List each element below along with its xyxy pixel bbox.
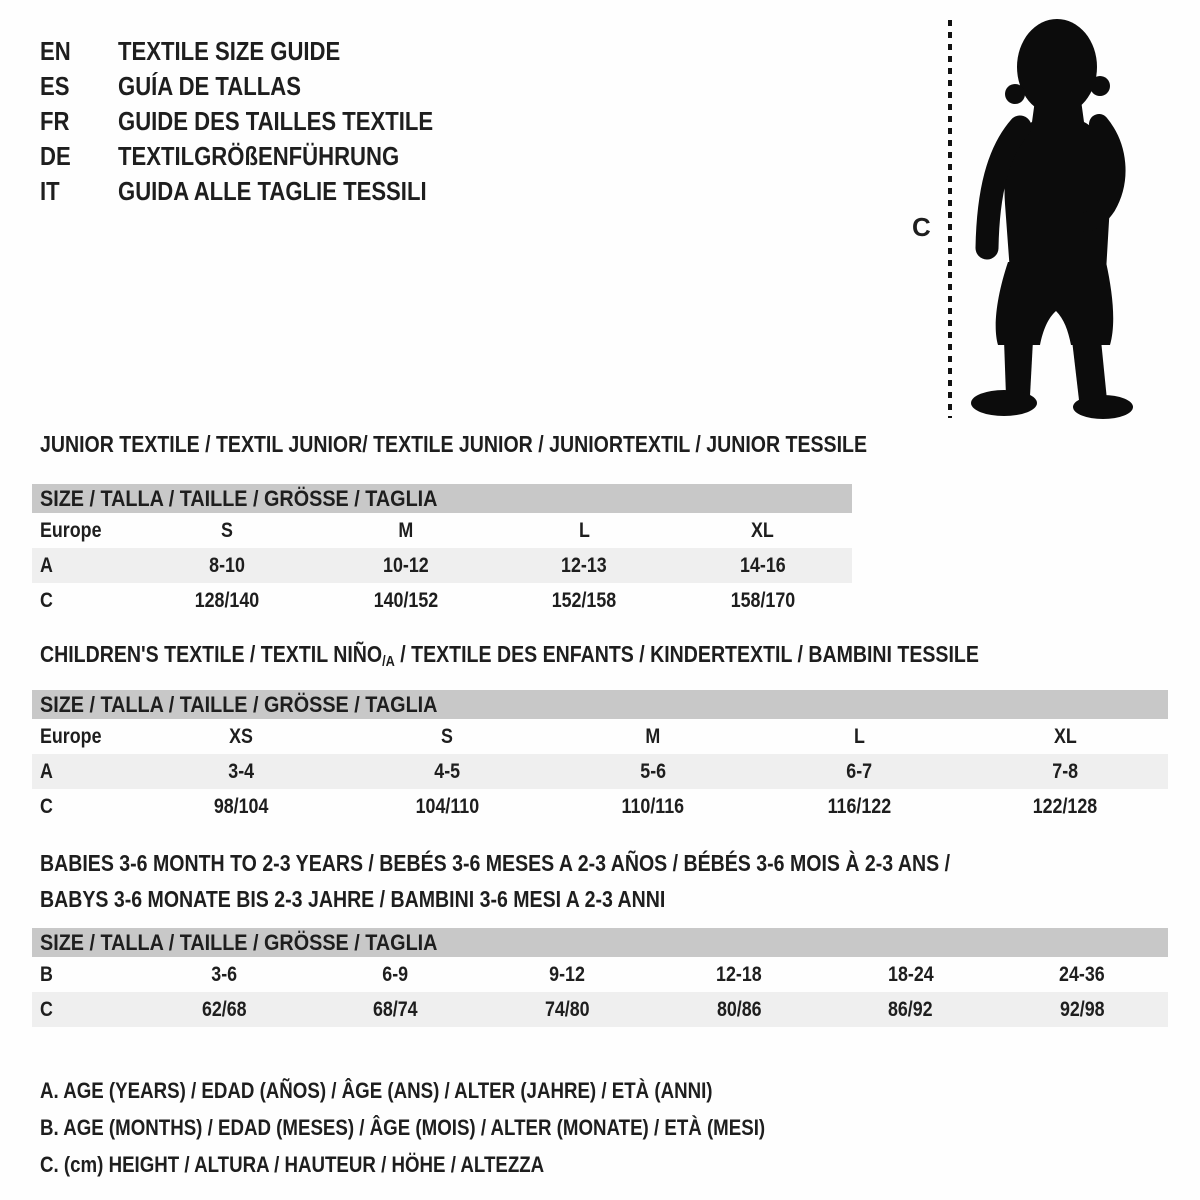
lang-code-en: EN: [40, 36, 71, 66]
row-label: Europe: [40, 724, 102, 748]
table-cell: 152/158: [551, 588, 617, 612]
row-label: C: [40, 794, 53, 818]
table-cell: 14-16: [739, 553, 786, 577]
table-cell: M: [398, 518, 414, 542]
table-cell: 3-6: [210, 962, 237, 986]
table-cell: L: [853, 724, 865, 748]
table-cell: 86/92: [888, 997, 933, 1021]
lang-row-it: IT GUIDA ALLE TAGLIE TESSILI: [40, 174, 489, 209]
children-size-table: SIZE / TALLA / TAILLE / GRÖSSE / TAGLIA …: [32, 690, 1168, 824]
junior-size-table: SIZE / TALLA / TAILLE / GRÖSSE / TAGLIA …: [32, 484, 852, 618]
table-cell: 24-36: [1059, 962, 1106, 986]
baby-silhouette-icon: [971, 19, 1133, 419]
lang-code-es: ES: [40, 71, 70, 101]
table-cell: 3-4: [228, 759, 254, 783]
table-cell: L: [578, 518, 590, 542]
table-cell: 6-7: [846, 759, 872, 783]
table-cell: 80/86: [716, 997, 762, 1021]
table-cell: 12-13: [561, 553, 608, 577]
children-title-subscript: /A: [382, 653, 395, 670]
table-cell: S: [221, 518, 234, 542]
lang-row-fr: FR GUIDE DES TAILLES TEXTILE: [40, 104, 489, 139]
table-cell: 10-12: [382, 553, 429, 577]
babies-row-months: B 3-6 6-9 9-12 12-18 18-24 24-36: [32, 957, 1168, 992]
table-cell: 74/80: [544, 997, 590, 1021]
language-title-block: EN TEXTILE SIZE GUIDE ES GUÍA DE TALLAS …: [40, 34, 489, 209]
table-cell: 128/140: [194, 588, 260, 612]
row-label: A: [40, 553, 53, 577]
table-cell: 116/122: [827, 794, 891, 818]
lang-code-fr: FR: [40, 106, 70, 136]
lang-row-es: ES GUÍA DE TALLAS: [40, 69, 489, 104]
lang-label-de: TEXTILGRÖßENFÜHRUNG: [118, 141, 400, 171]
table-cell: 140/152: [373, 588, 439, 612]
table-cell: 122/128: [1032, 794, 1098, 818]
table-cell: S: [441, 724, 453, 748]
lang-label-es: GUÍA DE TALLAS: [118, 71, 301, 101]
table-cell: M: [645, 724, 661, 748]
table-cell: 4-5: [434, 759, 460, 783]
table-cell: 110/116: [621, 794, 685, 818]
table-cell: 98/104: [213, 794, 269, 818]
row-label: B: [40, 962, 53, 986]
children-row-europe: Europe XS S M L XL: [32, 719, 1168, 754]
legend-line-a: A. AGE (YEARS) / EDAD (AÑOS) / ÂGE (ANS)…: [40, 1078, 713, 1103]
legend-line-c: C. (cm) HEIGHT / ALTURA / HAUTEUR / HÖHE…: [40, 1152, 545, 1177]
table-cell: 6-9: [382, 962, 409, 986]
table-cell: 18-24: [887, 962, 934, 986]
lang-row-en: EN TEXTILE SIZE GUIDE: [40, 34, 489, 69]
lang-code-de: DE: [40, 141, 71, 171]
table-cell: 92/98: [1059, 997, 1105, 1021]
babies-size-header: SIZE / TALLA / TAILLE / GRÖSSE / TAGLIA: [32, 928, 1168, 957]
height-measure-dotted-line: [948, 20, 952, 418]
lang-row-de: DE TEXTILGRÖßENFÜHRUNG: [40, 139, 489, 174]
junior-section-title: JUNIOR TEXTILE / TEXTIL JUNIOR/ TEXTILE …: [40, 431, 868, 457]
lang-label-it: GUIDA ALLE TAGLIE TESSILI: [118, 176, 427, 206]
babies-size-table: SIZE / TALLA / TAILLE / GRÖSSE / TAGLIA …: [32, 928, 1168, 1027]
table-cell: 62/68: [201, 997, 247, 1021]
row-label: C: [40, 588, 53, 612]
height-measure-label: C: [912, 212, 931, 242]
table-cell: XS: [229, 724, 253, 748]
children-row-age: A 3-4 4-5 5-6 6-7 7-8: [32, 754, 1168, 789]
junior-size-header: SIZE / TALLA / TAILLE / GRÖSSE / TAGLIA: [32, 484, 852, 513]
table-cell: 9-12: [549, 962, 586, 986]
children-row-height: C 98/104 104/110 110/116 116/122 122/128: [32, 789, 1168, 824]
table-cell: 7-8: [1052, 759, 1078, 783]
children-section-title: CHILDREN'S TEXTILE / TEXTIL NIÑO/A / TEX…: [40, 641, 979, 670]
row-label: A: [40, 759, 53, 783]
lang-label-en: TEXTILE SIZE GUIDE: [118, 36, 341, 66]
row-label: Europe: [40, 518, 102, 542]
table-cell: 68/74: [373, 997, 418, 1021]
row-label: C: [40, 997, 53, 1021]
junior-row-height: C 128/140 140/152 152/158 158/170: [32, 583, 852, 618]
lang-code-it: IT: [40, 176, 60, 206]
table-cell: 104/110: [415, 794, 479, 818]
table-cell: 8-10: [209, 553, 246, 577]
table-cell: 5-6: [640, 759, 666, 783]
junior-row-europe: Europe S M L XL: [32, 513, 852, 548]
children-size-header: SIZE / TALLA / TAILLE / GRÖSSE / TAGLIA: [32, 690, 1168, 719]
junior-row-age: A 8-10 10-12 12-13 14-16: [32, 548, 852, 583]
measurement-legend: A. AGE (YEARS) / EDAD (AÑOS) / ÂGE (ANS)…: [40, 1072, 893, 1183]
lang-label-fr: GUIDE DES TAILLES TEXTILE: [118, 106, 434, 136]
table-cell: 12-18: [716, 962, 762, 986]
table-cell: XL: [751, 518, 775, 542]
table-cell: 158/170: [730, 588, 796, 612]
babies-section-title: BABIES 3-6 MONTH TO 2-3 YEARS / BEBÉS 3-…: [40, 850, 951, 912]
babies-row-height: C 62/68 68/74 74/80 80/86 86/92 92/98: [32, 992, 1168, 1027]
table-cell: XL: [1053, 724, 1077, 748]
legend-line-b: B. AGE (MONTHS) / EDAD (MESES) / ÂGE (MO…: [40, 1115, 766, 1140]
